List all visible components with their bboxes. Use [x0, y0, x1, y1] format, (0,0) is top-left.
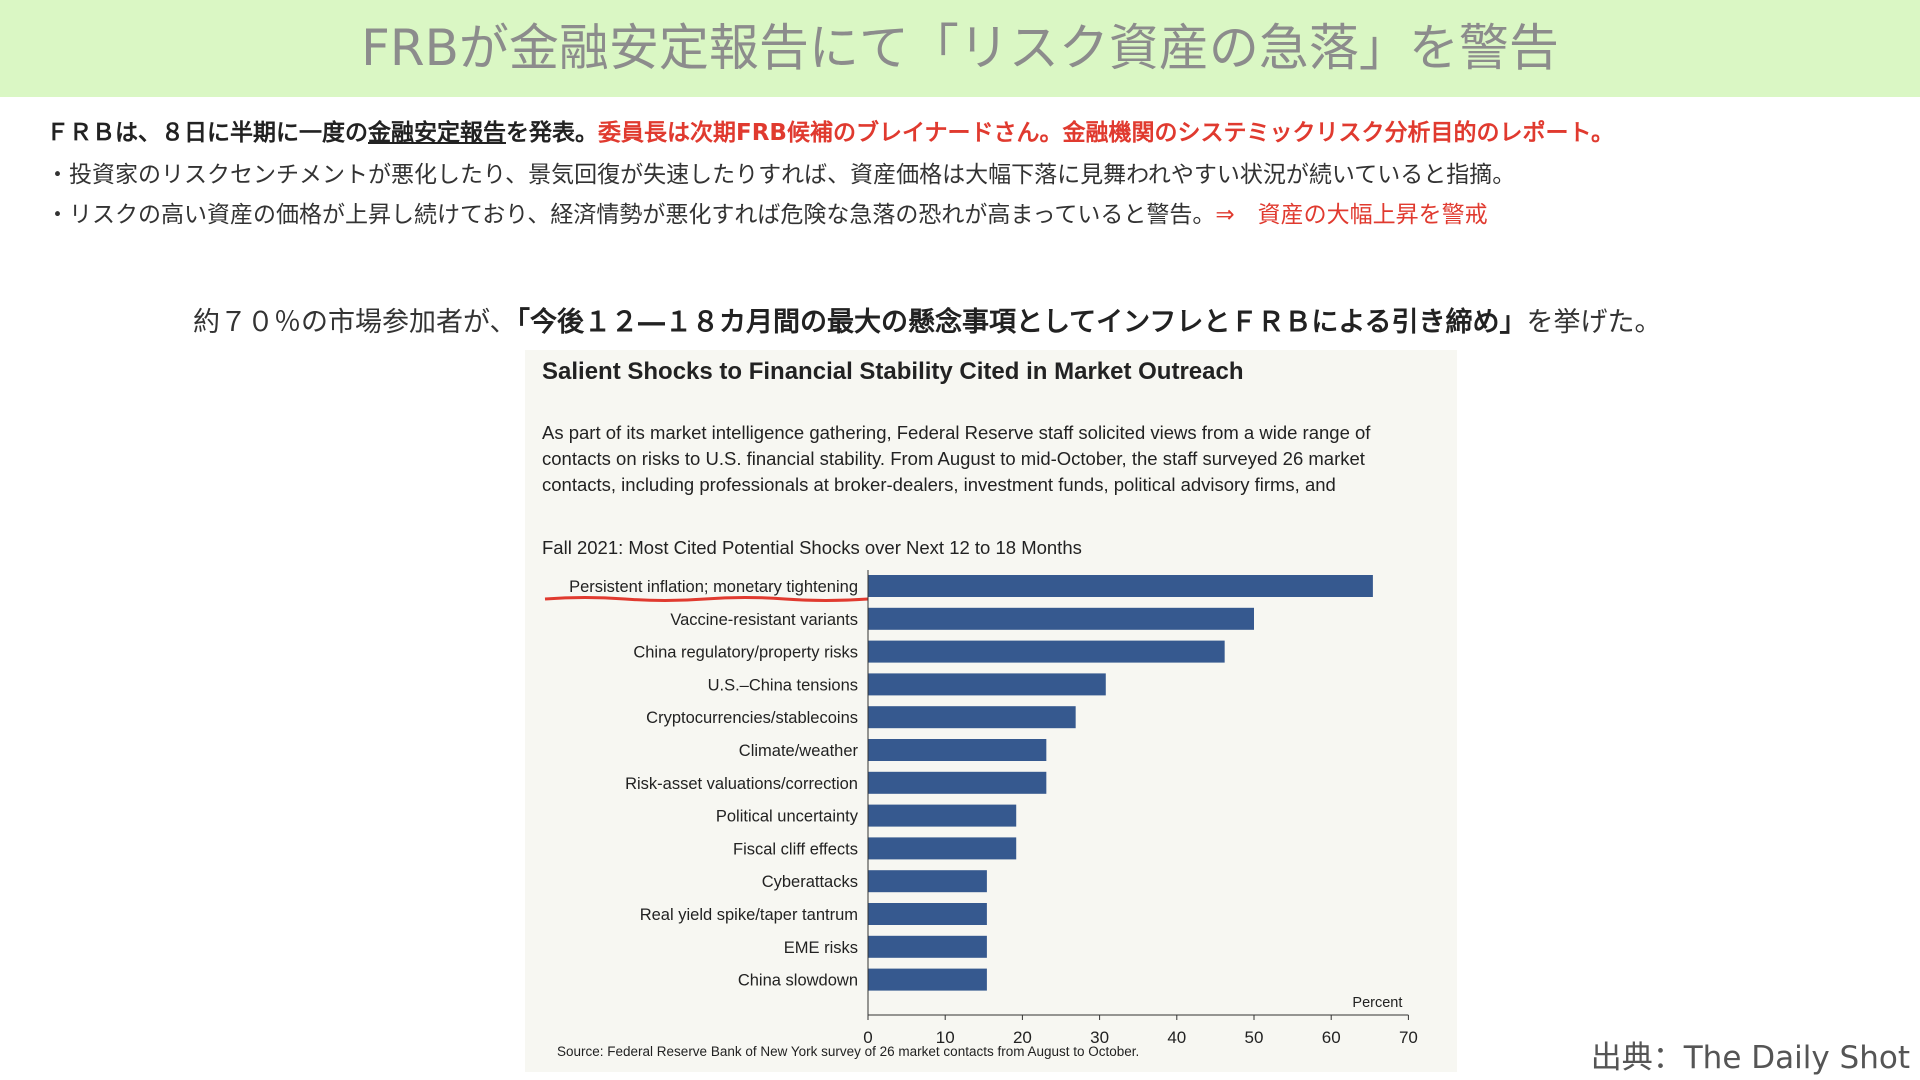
category-label: Cyberattacks: [762, 873, 858, 891]
x-tick-label: 20: [1013, 1028, 1032, 1047]
intro-report-name: 金融安定報告: [368, 120, 506, 146]
category-label: Real yield spike/taper tantrum: [640, 906, 858, 924]
category-label: Persistent inflation; monetary tightenin…: [569, 578, 858, 596]
note-bold: 「今後１２―１８カ月間の最大の懸念事項としてインフレとＦＲＢによる引き締め」: [516, 307, 1527, 338]
x-tick-label: 60: [1322, 1028, 1341, 1047]
x-tick-label: 50: [1245, 1028, 1264, 1047]
bar: [868, 771, 1047, 794]
chart-source: Source: Federal Reserve Bank of New York…: [557, 1044, 1140, 1059]
intro-line: ＦＲＢは、８日に半期に一度の金融安定報告を発表。委員長は次期FRB候補のブレイナ…: [46, 113, 1614, 147]
category-label: Risk-asset valuations/correction: [625, 775, 858, 793]
bar: [868, 804, 1017, 827]
bullet-2: ・リスクの高い資産の価格が上昇し続けており、経済情勢が悪化すれば危険な急落の恐れ…: [46, 195, 1488, 229]
category-label: Political uncertainty: [716, 808, 859, 826]
bar: [868, 935, 987, 958]
bar-chart: Persistent inflation; monetary tightenin…: [544, 570, 1418, 1047]
bar: [868, 640, 1225, 663]
highlight-underline: [544, 596, 869, 602]
bar: [868, 903, 987, 925]
page-title: FRBが金融安定報告にて「リスク資産の急落」を警告: [361, 19, 1559, 77]
chart-subtitle: Fall 2021: Most Cited Potential Shocks o…: [542, 537, 1082, 558]
category-label: Vaccine-resistant variants: [670, 611, 858, 629]
bullet-2-text: ・リスクの高い資産の価格が上昇し続けており、経済情勢が悪化すれば危険な急落の恐れ…: [46, 202, 1216, 228]
note-suffix: を挙げた。: [1526, 307, 1662, 338]
category-label: EME risks: [784, 939, 858, 957]
note-prefix: 約７０％の市場参加者が、: [193, 307, 517, 338]
bar: [868, 706, 1076, 729]
category-label: U.S.–China tensions: [708, 676, 858, 694]
title-bar: [0, 0, 1920, 97]
bar: [868, 673, 1106, 696]
chart-panel: Salient Shocks to Financial Stability Ci…: [525, 350, 1457, 1072]
category-label: Cryptocurrencies/stablecoins: [646, 709, 858, 727]
bullet-1: ・投資家のリスクセンチメントが悪化したり、景気回復が失速したりすれば、資産価格は…: [46, 155, 1515, 189]
x-tick-label: 0: [863, 1028, 872, 1047]
bar: [868, 870, 987, 893]
category-label: Climate/weather: [739, 742, 859, 760]
x-tick-label: 30: [1090, 1028, 1109, 1047]
chart-description: As part of its market intelligence gathe…: [542, 422, 1371, 495]
credit: 出典：The Daily Shot: [1590, 1040, 1910, 1076]
bar: [868, 968, 987, 991]
intro-part3: を発表。: [506, 120, 598, 146]
x-tick-label: 10: [936, 1028, 955, 1047]
bar: [868, 739, 1047, 761]
x-tick-label: 40: [1167, 1028, 1186, 1047]
bar: [868, 575, 1373, 597]
x-tick-label: 70: [1399, 1028, 1418, 1047]
category-label: China regulatory/property risks: [633, 644, 858, 662]
intro-highlight: 委員長は次期FRB候補のブレイナードさん。金融機関のシステミックリスク分析目的の…: [598, 120, 1615, 146]
x-axis-label: Percent: [1352, 995, 1402, 1011]
category-label: China slowdown: [738, 972, 858, 990]
bullet-2-emphasis: ⇒ 資産の大幅上昇を警戒: [1215, 202, 1488, 228]
category-label: Fiscal cliff effects: [733, 840, 858, 858]
survey-note: 約７０％の市場参加者が、「今後１２―１８カ月間の最大の懸念事項としてインフレとＦ…: [193, 300, 1662, 339]
bar: [868, 607, 1254, 630]
intro-part1: ＦＲＢは、８日に半期に一度の: [46, 120, 368, 146]
bar: [868, 837, 1017, 860]
bullet-1-text: ・投資家のリスクセンチメントが悪化したり、景気回復が失速したりすれば、資産価格は…: [46, 162, 1516, 188]
chart-title: Salient Shocks to Financial Stability Ci…: [542, 358, 1244, 385]
